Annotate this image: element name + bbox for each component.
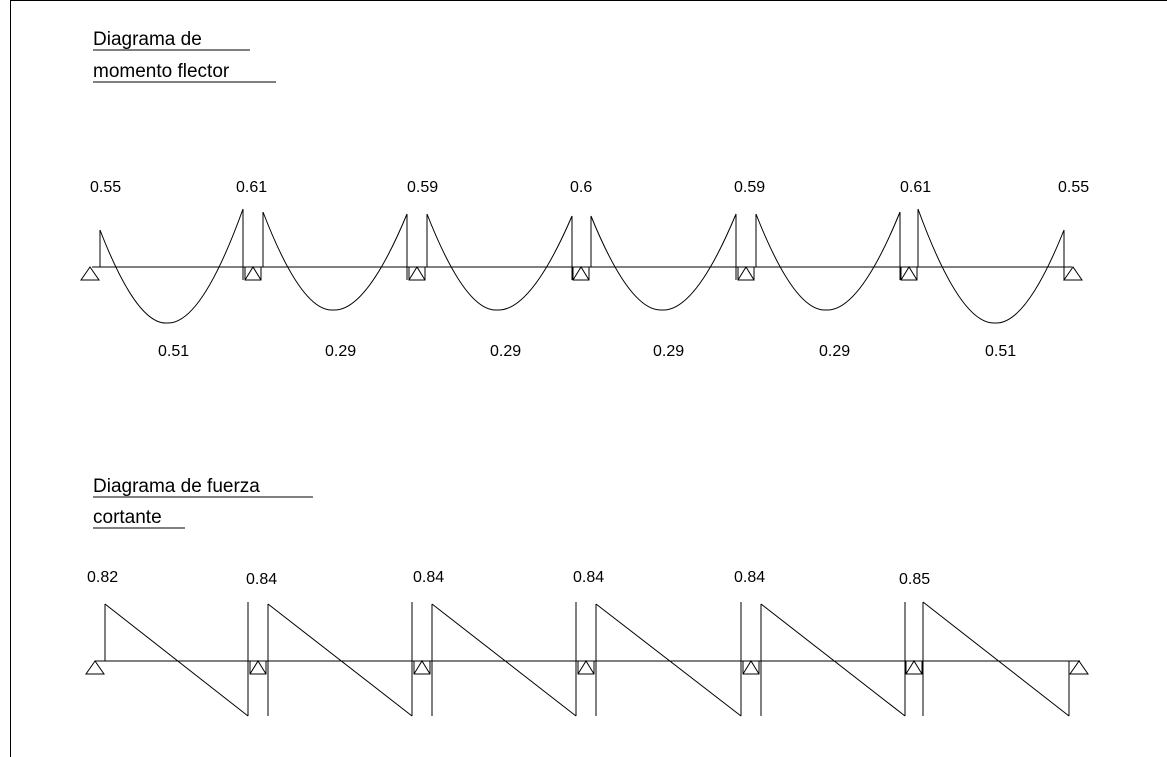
moment-support-label: 0.55 (1058, 179, 1089, 196)
moment-support-label: 0.61 (900, 179, 931, 196)
shear-diagram (85, 601, 1089, 717)
shear-title: Diagrama de fuerza cortante (93, 476, 313, 529)
moment-curve-span-6 (917, 208, 1065, 324)
moment-support-label: 0.6 (570, 179, 592, 196)
moment-curve-span-3 (426, 213, 573, 311)
moment-support-pin-left (80, 266, 100, 281)
moment-support-2 (244, 266, 262, 281)
shear-diagonal-span-3 (431, 603, 577, 717)
shear-diagonal-span-2 (267, 603, 413, 717)
shear-support-pin-right (1069, 660, 1089, 675)
moment-support-labels: 0.55 0.61 0.59 0.6 0.59 0.61 0.55 (90, 179, 1089, 196)
moment-title-line1: Diagrama de (93, 29, 202, 50)
moment-support-6-triangle (900, 266, 918, 281)
shear-support-labels: 0.82 0.84 0.84 0.84 0.84 0.85 (87, 569, 930, 588)
shear-diagonal-span-4 (595, 603, 742, 717)
moment-support-4-triangle (572, 266, 590, 281)
shear-support-label: 0.84 (246, 571, 277, 588)
moment-span-label: 0.29 (490, 343, 521, 360)
shear-support-pin-left (85, 660, 105, 675)
shear-support-label: 0.84 (573, 569, 604, 586)
shear-support-5-triangle (742, 660, 760, 675)
moment-title-line2: momento flector (93, 61, 230, 82)
shear-support-5 (742, 660, 760, 675)
moment-support-5 (737, 266, 755, 281)
shear-diagonal-span-6 (922, 601, 1070, 717)
moment-curve-span-4 (590, 213, 737, 311)
moment-support-3-triangle (408, 266, 426, 281)
shear-support-2 (249, 660, 267, 675)
moment-span-labels: 0.51 0.29 0.29 0.29 0.29 0.51 (158, 343, 1016, 360)
shear-support-2-triangle (249, 660, 267, 675)
shear-diagonal-span-1 (104, 603, 249, 717)
shear-support-6 (905, 660, 923, 675)
moment-support-5-triangle (737, 266, 755, 281)
shear-title-line2: cortante (93, 507, 162, 528)
moment-support-6 (900, 266, 918, 281)
moment-support-label: 0.59 (407, 179, 438, 196)
moment-curve-span-1 (99, 208, 244, 324)
shear-support-4 (577, 660, 595, 675)
shear-support-6-triangle (905, 660, 923, 675)
moment-span-label: 0.51 (158, 343, 189, 360)
shear-diagonal-span-5 (760, 603, 906, 717)
moment-title: Diagrama de momento flector (93, 29, 276, 83)
moment-span-label: 0.29 (325, 343, 356, 360)
shear-support-label: 0.84 (413, 569, 444, 586)
moment-support-2-triangle (244, 266, 262, 281)
moment-support-label: 0.61 (236, 179, 267, 196)
moment-span-label: 0.29 (653, 343, 684, 360)
shear-title-line1: Diagrama de fuerza (93, 476, 260, 497)
shear-support-3 (413, 660, 431, 675)
moment-span-label: 0.51 (985, 343, 1016, 360)
moment-support-4 (572, 266, 590, 281)
moment-span-label: 0.29 (819, 343, 850, 360)
shear-support-label: 0.85 (899, 571, 930, 588)
moment-support-3 (408, 266, 426, 281)
moment-curve-span-2 (262, 211, 408, 311)
moment-curve-span-5 (755, 211, 901, 311)
shear-support-3-triangle (413, 660, 431, 675)
moment-support-pin-right (1063, 266, 1083, 281)
shear-support-label: 0.84 (734, 569, 765, 586)
shear-support-4-triangle (577, 660, 595, 675)
moment-support-label: 0.59 (734, 179, 765, 196)
moment-diagram (80, 208, 1083, 324)
shear-support-label: 0.82 (87, 569, 118, 586)
moment-support-label: 0.55 (90, 179, 121, 196)
